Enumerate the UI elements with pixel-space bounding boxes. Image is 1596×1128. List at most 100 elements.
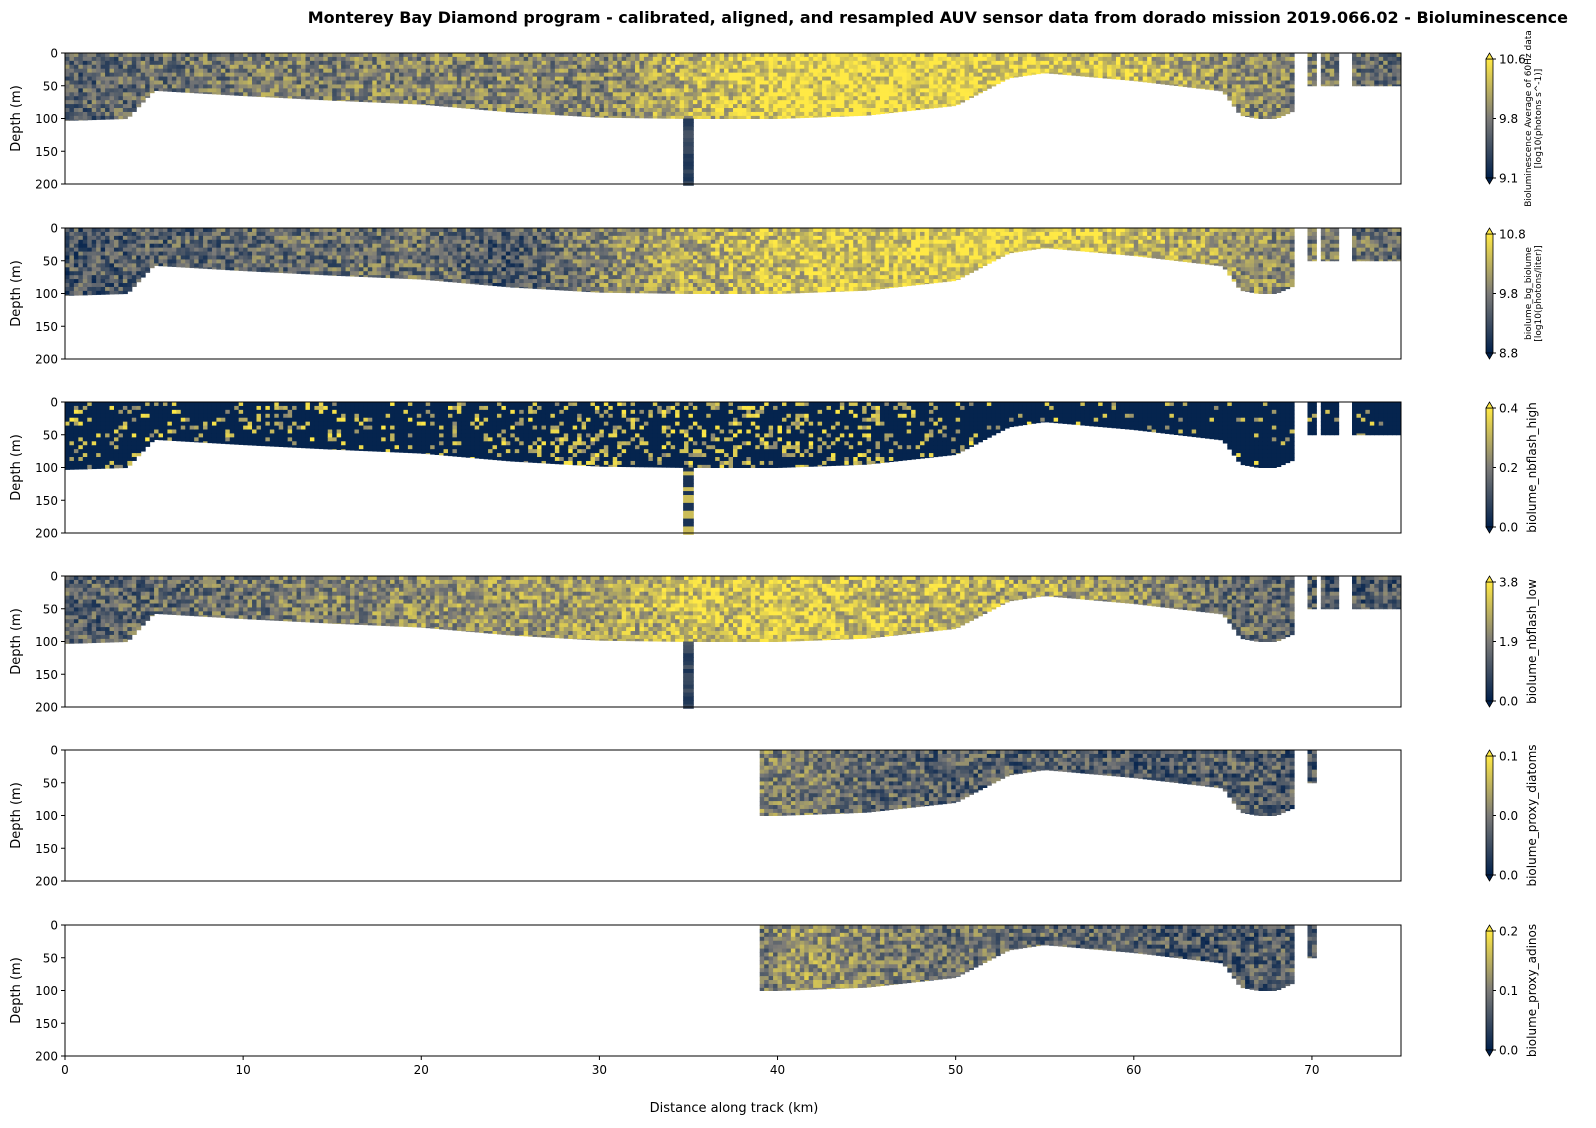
heatmap-cell xyxy=(1276,108,1282,113)
heatmap-cell xyxy=(594,100,600,105)
heatmap-cell xyxy=(545,88,551,93)
heatmap-cell xyxy=(1053,56,1059,62)
heatmap-cell xyxy=(1120,64,1126,70)
heatmap-cell xyxy=(706,96,712,101)
heatmap-cell xyxy=(381,243,387,249)
heatmap-cell xyxy=(1254,76,1259,82)
heatmap-cell xyxy=(363,92,369,97)
heatmap-cell xyxy=(354,255,360,260)
heatmap-cell xyxy=(283,92,289,97)
heatmap-cell xyxy=(568,84,574,89)
heatmap-cell xyxy=(327,251,333,257)
heatmap-cell xyxy=(167,247,173,253)
heatmap-cell xyxy=(434,275,440,280)
heatmap-cell xyxy=(701,100,707,105)
heatmap-cell xyxy=(550,56,556,62)
heatmap-cell xyxy=(73,235,79,241)
heatmap-cell xyxy=(835,80,841,85)
heatmap-cell xyxy=(220,88,226,93)
heatmap-cell xyxy=(390,235,396,241)
heatmap-cell xyxy=(514,56,520,62)
heatmap-cell xyxy=(416,243,422,249)
heatmap-cell xyxy=(563,84,569,89)
heatmap-cell xyxy=(474,60,480,66)
heatmap-cell xyxy=(283,255,289,260)
heatmap-cell xyxy=(888,56,894,62)
heatmap-cell xyxy=(1173,53,1179,58)
heatmap-cell xyxy=(777,64,783,70)
heatmap-cell xyxy=(1271,80,1277,85)
heatmap-cell xyxy=(167,231,173,237)
heatmap-cell xyxy=(403,56,409,62)
heatmap-cell xyxy=(541,92,547,97)
heatmap-cell xyxy=(243,231,249,237)
heatmap-cell xyxy=(986,60,992,66)
heatmap-cell xyxy=(621,56,627,62)
heatmap-cell xyxy=(853,64,859,70)
heatmap-cell xyxy=(1209,53,1215,58)
heatmap-cell xyxy=(372,84,378,89)
heatmap-cell xyxy=(78,96,84,101)
heatmap-cell xyxy=(635,76,640,82)
heatmap-cell xyxy=(501,60,507,66)
heatmap-cell xyxy=(145,247,151,253)
heatmap-cell xyxy=(430,80,436,85)
heatmap-cell xyxy=(82,271,88,276)
heatmap-cell xyxy=(1356,76,1362,82)
heatmap-cell xyxy=(733,64,738,70)
heatmap-cell xyxy=(350,56,355,62)
heatmap-cell xyxy=(122,283,128,288)
heatmap-cell xyxy=(203,247,208,253)
heatmap-cell xyxy=(216,80,222,85)
heatmap-cell xyxy=(439,76,445,82)
heatmap-cell xyxy=(91,247,97,253)
heatmap-cell xyxy=(1356,56,1362,62)
heatmap-cell xyxy=(719,108,725,113)
heatmap-cell xyxy=(332,96,338,101)
heatmap-cell xyxy=(1236,100,1242,105)
heatmap-cell xyxy=(345,235,351,241)
heatmap-cell xyxy=(100,108,106,113)
heatmap-cell xyxy=(652,53,658,58)
heatmap-cell xyxy=(287,228,293,233)
heatmap-cell xyxy=(719,115,725,119)
heatmap-cell xyxy=(358,271,364,276)
heatmap-cell xyxy=(1040,60,1046,66)
heatmap-cell xyxy=(118,283,124,288)
heatmap-cell xyxy=(216,84,222,89)
heatmap-cell xyxy=(532,104,538,109)
heatmap-cell xyxy=(1254,80,1259,85)
heatmap-cell xyxy=(216,68,222,74)
heatmap-cell xyxy=(211,84,217,89)
heatmap-cell xyxy=(657,104,663,109)
heatmap-cell xyxy=(479,56,485,62)
heatmap-cell xyxy=(292,88,298,93)
heatmap-cell xyxy=(287,255,293,260)
heatmap-cell xyxy=(385,92,391,97)
heatmap-cell xyxy=(911,60,917,66)
heatmap-cell xyxy=(225,239,231,245)
heatmap-cell xyxy=(888,108,894,113)
heatmap-cell xyxy=(862,104,868,109)
heatmap-cell xyxy=(1227,84,1233,89)
heatmap-cell xyxy=(327,267,333,272)
heatmap-cell xyxy=(189,60,195,66)
heatmap-cell xyxy=(1018,56,1023,62)
heatmap-cell xyxy=(563,53,569,58)
heatmap-cell xyxy=(265,239,271,245)
heatmap-cell xyxy=(1080,72,1086,77)
heatmap-cell xyxy=(185,53,191,58)
heatmap-cell xyxy=(439,259,445,264)
heatmap-cell xyxy=(207,251,213,257)
heatmap-cell xyxy=(372,267,378,272)
heatmap-cell xyxy=(835,84,841,89)
colorbar-tick-label: 10.6 xyxy=(1499,53,1526,67)
heatmap-cell xyxy=(69,255,75,260)
heatmap-cell xyxy=(492,68,498,74)
heatmap-cell xyxy=(737,60,743,66)
heatmap-cell xyxy=(523,64,529,70)
heatmap-cell xyxy=(920,96,925,101)
heatmap-cell xyxy=(87,255,93,260)
heatmap-cell xyxy=(109,267,115,272)
heatmap-cell xyxy=(265,247,271,253)
